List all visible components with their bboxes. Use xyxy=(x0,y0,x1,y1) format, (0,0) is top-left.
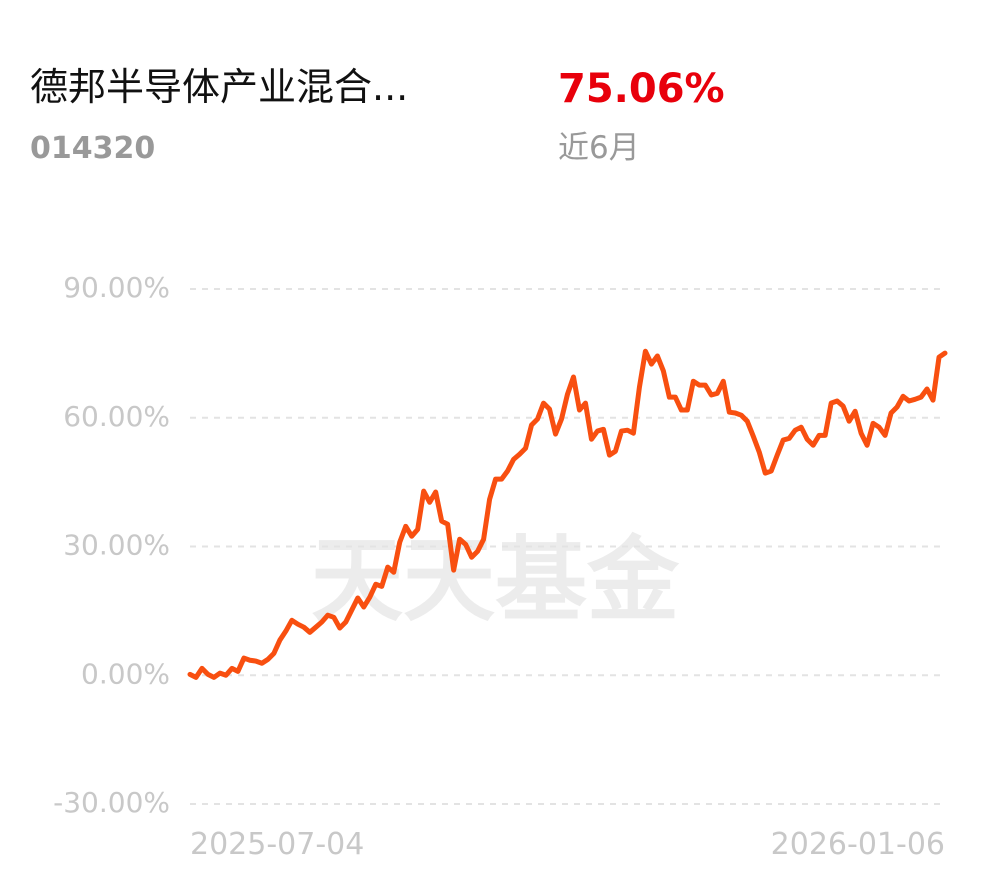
period: 近6月 xyxy=(558,130,640,166)
y-tick-label: 0.00% xyxy=(81,657,170,690)
return-value: 75.06% xyxy=(558,66,725,112)
y-tick-label: 90.00% xyxy=(63,271,170,304)
y-tick-label: -30.00% xyxy=(53,786,170,819)
y-tick-label: 30.00% xyxy=(63,529,170,562)
fund-code: 014320 xyxy=(30,131,155,166)
watermark: 天天基金 xyxy=(311,527,680,634)
x-tick-label: 2025-07-04 xyxy=(190,827,364,862)
fund-name: 德邦半导体产业混合... xyxy=(30,65,408,109)
x-tick-label: 2026-01-06 xyxy=(771,827,945,862)
y-tick-label: 60.00% xyxy=(63,400,170,433)
series-line xyxy=(187,348,948,680)
